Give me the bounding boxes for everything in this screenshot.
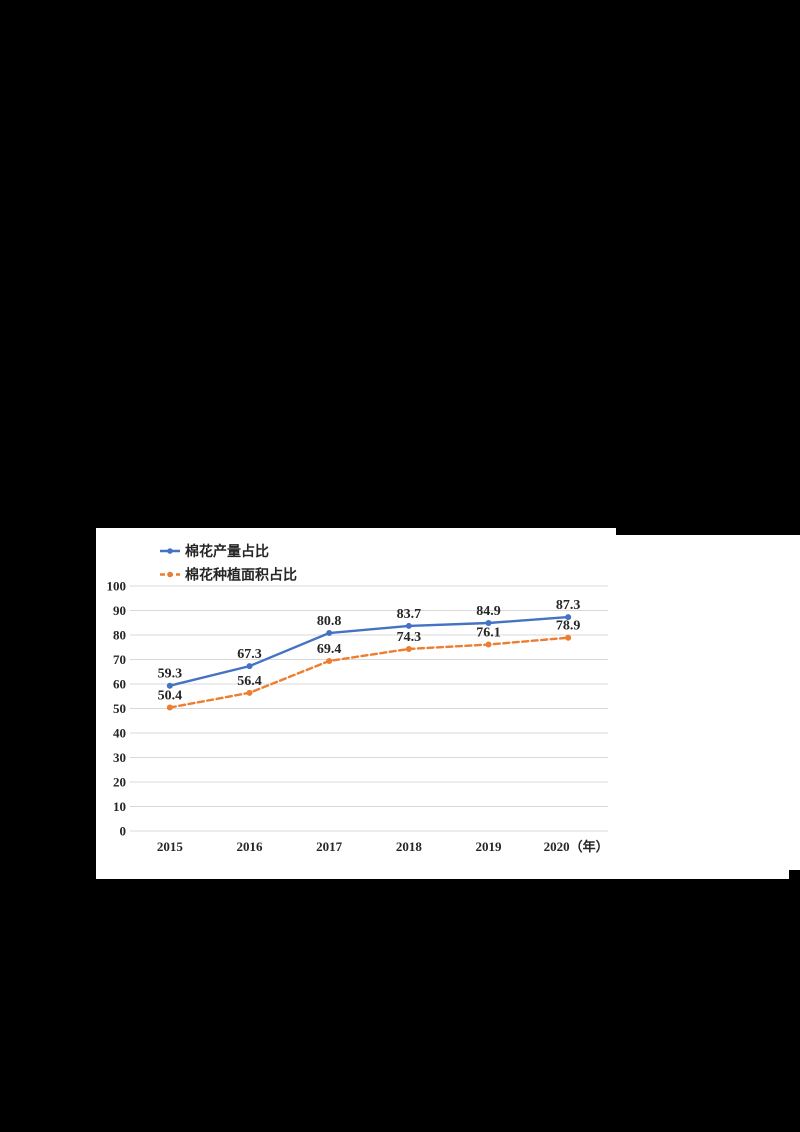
data-point-marker — [246, 663, 253, 670]
chart-panel: 0 10 20 30 40 50 60 70 80 90 100 2015 2016 2017 2018 20… — [96, 528, 616, 879]
data-point-label: 69.4 — [317, 642, 342, 657]
y-axis-tick-label: 20 — [113, 775, 126, 790]
y-axis-tick-label: 50 — [113, 701, 126, 716]
y-axis-tick-label: 60 — [113, 677, 126, 692]
legend-marker — [167, 548, 173, 554]
data-point-marker — [485, 619, 492, 626]
document-page-fragment — [616, 535, 800, 870]
data-point-marker — [326, 630, 333, 637]
data-point-label: 67.3 — [237, 647, 262, 662]
data-point-marker — [405, 645, 412, 652]
y-axis-tick-label: 0 — [120, 824, 127, 839]
document-page-fragment-strip — [616, 870, 789, 879]
y-axis-tick-label: 90 — [113, 603, 126, 618]
y-axis-tick-label: 100 — [107, 579, 127, 594]
data-point-label: 78.9 — [556, 619, 581, 634]
legend-item-label: 棉花产量占比 — [185, 543, 269, 560]
x-axis-tick-label: 2018 — [396, 839, 423, 854]
data-point-label: 83.7 — [397, 607, 422, 622]
data-point-label: 59.3 — [158, 667, 183, 682]
legend-item-label: 棉花种植面积占比 — [185, 567, 297, 584]
data-point-marker — [326, 657, 333, 664]
x-axis-tick-label: 2019 — [476, 839, 503, 854]
x-axis-tick-label: 2015 — [157, 839, 184, 854]
data-point-marker — [405, 622, 412, 629]
y-axis-tick-label: 70 — [113, 652, 126, 667]
data-point-label: 50.4 — [158, 689, 183, 704]
data-point-label: 74.3 — [397, 630, 422, 645]
data-point-label: 56.4 — [237, 674, 262, 689]
y-axis-tick-label: 80 — [113, 628, 126, 643]
data-point-label: 76.1 — [476, 626, 501, 641]
data-point-label: 87.3 — [556, 598, 581, 613]
data-point-marker — [565, 634, 572, 641]
x-axis-tick-label: 2020（年） — [544, 839, 609, 854]
data-point-label: 84.9 — [476, 604, 501, 619]
data-point-marker — [246, 689, 253, 696]
cotton-proportion-line-chart: 0 10 20 30 40 50 60 70 80 90 100 2015 2016 2017 2018 20… — [107, 543, 609, 854]
y-axis-tick-label: 30 — [113, 750, 126, 765]
series-line-0 — [168, 615, 570, 687]
y-axis-tick-label: 10 — [113, 799, 126, 814]
data-point-marker — [166, 682, 173, 689]
y-axis-tick-label: 40 — [113, 726, 126, 741]
x-axis-tick-label: 2017 — [316, 839, 343, 854]
data-point-marker — [485, 641, 492, 648]
data-point-marker — [565, 614, 572, 621]
data-point-label: 80.8 — [317, 614, 342, 629]
series-line-1 — [168, 636, 570, 709]
legend-marker — [167, 571, 173, 578]
data-point-marker — [166, 704, 173, 711]
x-axis-tick-label: 2016 — [237, 839, 264, 854]
